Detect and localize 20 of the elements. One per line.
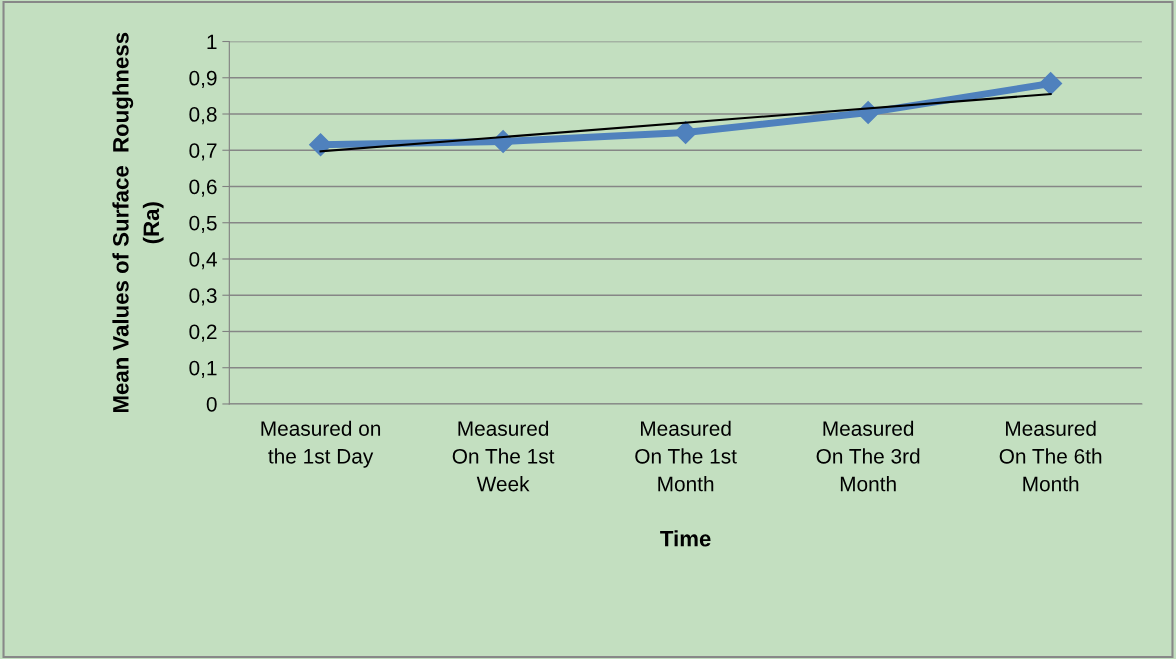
- y-tick-label: 0,3: [189, 288, 217, 306]
- x-tick-label: Measured On The 1st Week: [452, 420, 555, 492]
- y-tick-label: 0,6: [189, 179, 217, 197]
- x-tick-label: Measured On The 6th Month: [999, 420, 1102, 492]
- x-tick-label: Measured On The 3rd Month: [816, 420, 920, 492]
- point: [674, 120, 698, 144]
- y-tick-label: 0,9: [189, 70, 217, 88]
- x-tick-label: Measured on the 1st Day: [261, 420, 381, 468]
- y-tick-label: 0,5: [189, 215, 217, 233]
- y-tick-label: 0,8: [189, 107, 217, 125]
- y-tick-label: 0: [206, 396, 217, 412]
- x-tick-label: Measured On The 1st Month: [635, 420, 737, 492]
- y-tick-label: 0,1: [189, 360, 217, 378]
- x-axis-title: Time: [660, 530, 711, 547]
- y-tick-label: 0,7: [189, 143, 217, 161]
- point: [1039, 72, 1063, 96]
- y-axis-title: Mean Values of Surface Roughness (Ra): [112, 32, 164, 413]
- y-tick-label: 0,2: [189, 324, 217, 342]
- y-tick-label: 0,4: [189, 251, 217, 270]
- y-tick-label: 1: [207, 34, 217, 50]
